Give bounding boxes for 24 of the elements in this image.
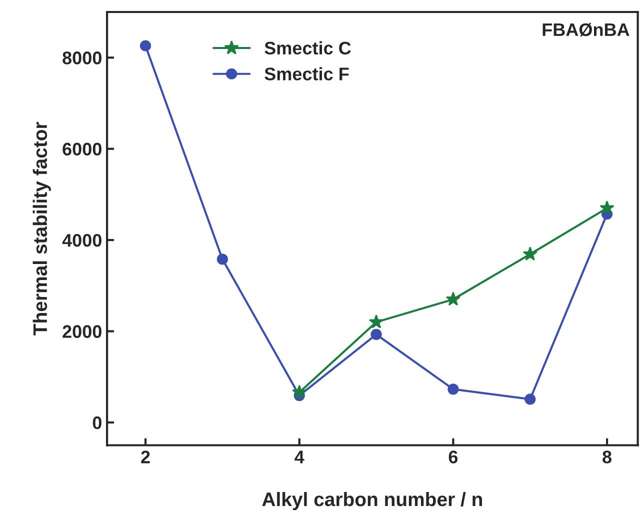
point <box>140 40 152 52</box>
y-axis-title: Thermal stability factor <box>32 122 51 336</box>
y-tick-label: 2000 <box>62 325 102 338</box>
point <box>368 314 384 328</box>
legend-label: Smectic F <box>264 67 349 80</box>
legend-label: Smectic C <box>264 41 351 55</box>
x-axis-title: Alkyl carbon number / n <box>262 492 482 510</box>
x-tick-label: 2 <box>141 450 150 464</box>
annotation: FBAØnBA <box>542 22 630 37</box>
point <box>292 384 307 399</box>
y-tick-label: 4000 <box>62 234 102 247</box>
y-tick-label: 0 <box>92 416 102 430</box>
point <box>524 394 536 405</box>
y-tick-label: 8000 <box>62 52 102 64</box>
x-tick-label: 6 <box>448 450 458 464</box>
point <box>600 200 614 214</box>
point <box>446 292 460 306</box>
x-tick-label: 4 <box>294 450 304 464</box>
point <box>216 254 228 265</box>
x-tick-label: 8 <box>602 450 612 464</box>
point <box>448 384 459 395</box>
point <box>370 328 382 340</box>
point <box>522 246 538 260</box>
y-tick-label: 6000 <box>62 142 102 156</box>
